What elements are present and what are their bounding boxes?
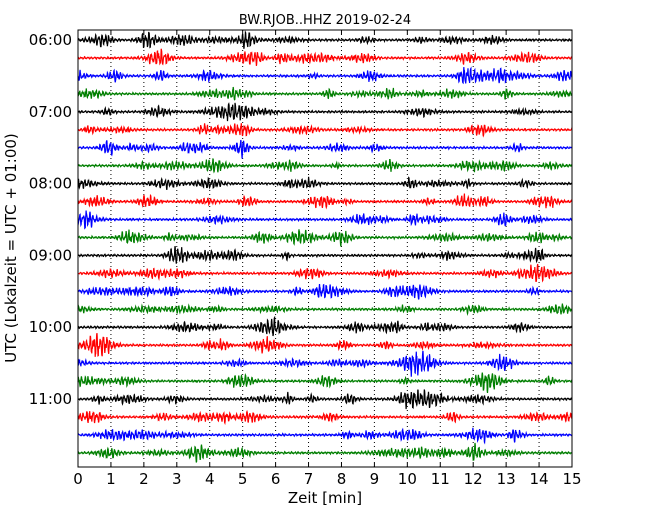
trace-line (77, 193, 573, 210)
x-tick-label: 5 (238, 470, 248, 488)
x-tick-label: 4 (205, 470, 215, 488)
trace-line (77, 409, 573, 426)
x-tick-label: 8 (337, 470, 347, 488)
y-tick-label: 10:00 (29, 318, 72, 336)
trace-line (77, 332, 573, 357)
trace-line (77, 123, 573, 138)
y-tick-label: 08:00 (29, 175, 72, 193)
x-tick-label: 1 (106, 470, 116, 488)
x-tick-label: 0 (73, 470, 83, 488)
trace-line (77, 315, 573, 337)
x-axis-label: Zeit [min] (288, 489, 362, 507)
trace-line (77, 102, 573, 122)
trace-line (77, 48, 573, 66)
x-tick-label: 13 (497, 470, 516, 488)
trace-line (77, 229, 573, 247)
trace-line (77, 303, 573, 317)
chart-title: BW.RJOB..HHZ 2019-02-24 (239, 13, 411, 28)
trace-line (77, 283, 573, 300)
trace-line (77, 29, 573, 49)
x-tick-label: 2 (139, 470, 149, 488)
seismogram-traces (77, 29, 573, 463)
plot-frame (77, 29, 573, 468)
y-axis-ticks: 06:00 07:00 08:00 09:00 10:00 11:00 (29, 31, 572, 408)
x-grid (110, 30, 540, 467)
trace-line (77, 210, 573, 230)
y-axis-label: UTC (Lokalzeit = UTC + 01:00) (2, 133, 20, 363)
trace-line (77, 245, 573, 264)
x-tick-label: 10 (398, 470, 417, 488)
x-tick-label: 14 (530, 470, 549, 488)
trace-line (77, 372, 573, 393)
x-tick-label: 9 (370, 470, 380, 488)
x-tick-label: 3 (172, 470, 182, 488)
y-tick-label: 11:00 (29, 390, 72, 408)
trace-line (77, 139, 573, 159)
y-tick-label: 06:00 (29, 31, 72, 49)
trace-line (77, 442, 573, 463)
trace-line (77, 263, 573, 283)
trace-line (77, 176, 573, 191)
x-tick-label: 12 (464, 470, 483, 488)
trace-line (77, 389, 573, 410)
y-tick-label: 09:00 (29, 246, 72, 264)
trace-line (77, 158, 573, 174)
x-tick-label: 15 (562, 470, 581, 488)
x-tick-label: 6 (271, 470, 281, 488)
y-tick-label: 07:00 (29, 103, 72, 121)
x-axis-ticks: 0 1 2 3 4 5 6 7 8 9 10 11 12 13 14 15 (73, 30, 582, 488)
trace-line (77, 66, 573, 85)
trace-line (77, 86, 573, 101)
trace-line (77, 350, 573, 377)
trace-line (77, 427, 573, 445)
x-tick-label: 7 (304, 470, 314, 488)
x-tick-label: 11 (431, 470, 450, 488)
